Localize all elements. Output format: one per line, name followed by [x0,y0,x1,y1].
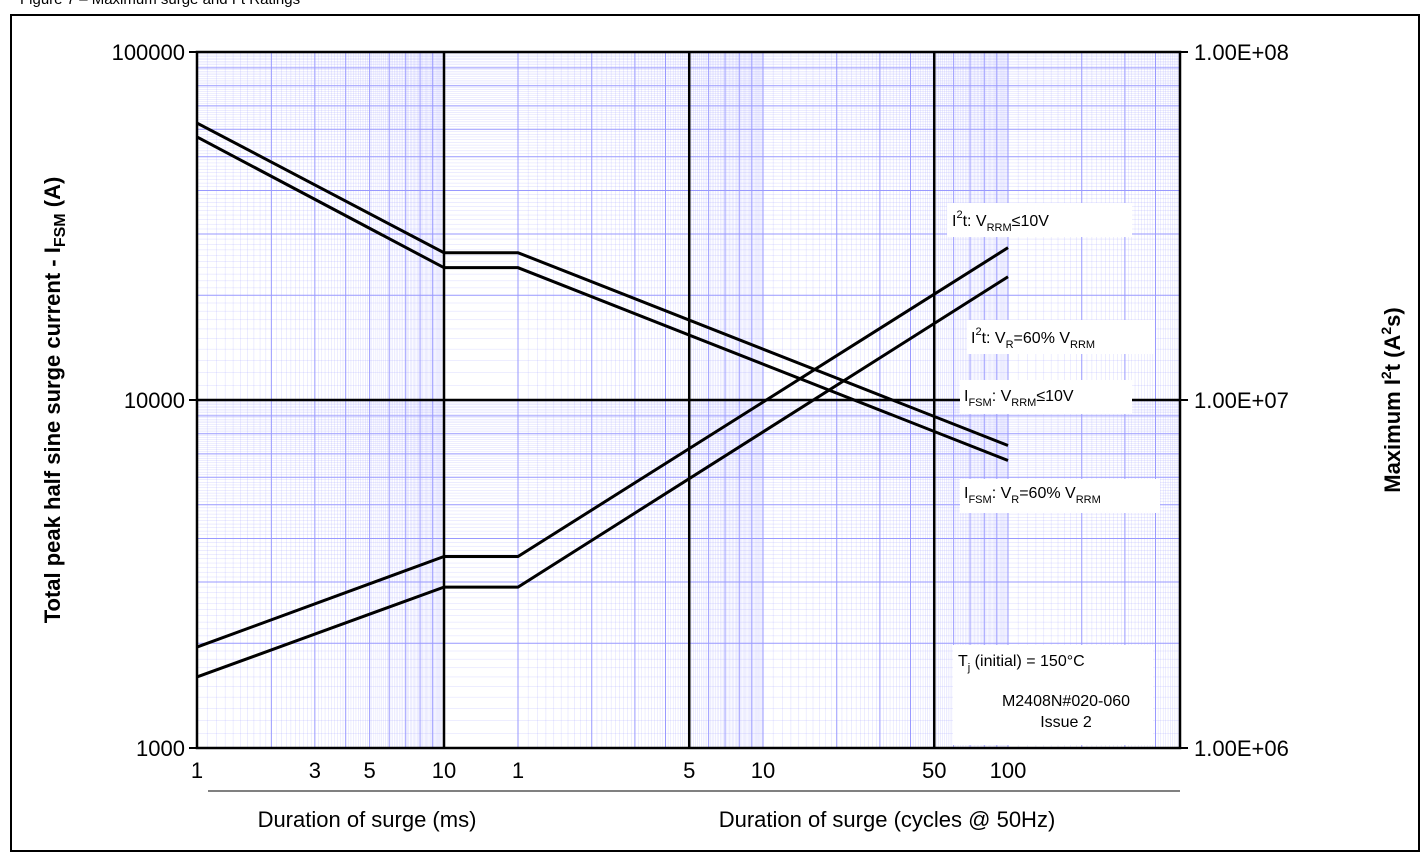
left-tick-label: 10000 [124,388,185,413]
label-i2t-vr60: I2t: VR=60% VRRM [967,320,1155,354]
right-tick-label: 1.00E+06 [1194,736,1289,761]
series-line-2 [196,121,1009,447]
x-tick-label-ms: 3 [309,758,321,783]
svg-text:Tj (initial) = 150°C: Tj (initial) = 150°C [958,653,1085,674]
right-axis-title: Maximum I2t (A2s) [1378,307,1405,493]
x-tick-label-cycles: 10 [751,758,775,783]
label-ifsm-vrrm: IFSM: VRRM≤10V [960,380,1132,414]
right-tick-label: 1.00E+07 [1194,388,1289,413]
series-line-3 [196,135,1009,462]
x-tick-label-ms: 10 [432,758,456,783]
x-tick-label-cycles: 100 [990,758,1027,783]
svg-text:Issue 2: Issue 2 [1040,714,1092,731]
left-tick-label: 1000 [136,736,185,761]
x-axis-cycles-title: Duration of surge (cycles @ 50Hz) [719,807,1056,832]
svg-text:IFSM: VR=60% VRRM: IFSM: VR=60% VRRM [964,485,1101,506]
left-axis-title: Total peak half sine surge current - IFS… [40,177,69,624]
svg-text:M2408N#020-060: M2408N#020-060 [1002,693,1130,710]
series-line-0 [196,246,1009,649]
label-bg [967,320,1155,354]
x-tick-label-ms: 1 [191,758,203,783]
figure-frame [10,14,1420,852]
x-axis-ms-title: Duration of surge (ms) [258,807,477,832]
right-tick-label: 1.00E+08 [1194,40,1289,65]
label-bg [960,479,1160,513]
svg-text:I2t: VRRM≤10V: I2t: VRRM≤10V [952,209,1049,234]
x-tick-label-cycles: 50 [922,758,946,783]
label-bg [947,203,1132,237]
axes: 1000 1.00E+06 10000 1.00E+07 100000 1.00E+08 1… [112,40,1289,783]
label-ifsm-vr60: IFSM: VR=60% VRRM [960,479,1160,513]
label-bg [960,380,1132,414]
label-tj-block: Tj (initial) = 150°C M2408N#020-060 Issu… [953,645,1153,745]
series-line-1 [196,275,1009,679]
series-lines [196,121,1009,679]
svg-text:IFSM: VRRM≤10V: IFSM: VRRM≤10V [964,388,1074,409]
label-bg [953,645,1153,745]
label-i2t-vrrm: I2t: VRRM≤10V [947,203,1132,237]
figure-caption: Figure 7 – Maximum surge and I²t Ratings [20,0,300,8]
svg-text:I2t: VR=60% VRRM: I2t: VR=60% VRRM [971,326,1095,351]
x-tick-label-cycles: 5 [683,758,695,783]
left-tick-label: 100000 [112,40,185,65]
x-tick-label-cycles: 1 [512,758,524,783]
x-tick-label-ms: 5 [364,758,376,783]
